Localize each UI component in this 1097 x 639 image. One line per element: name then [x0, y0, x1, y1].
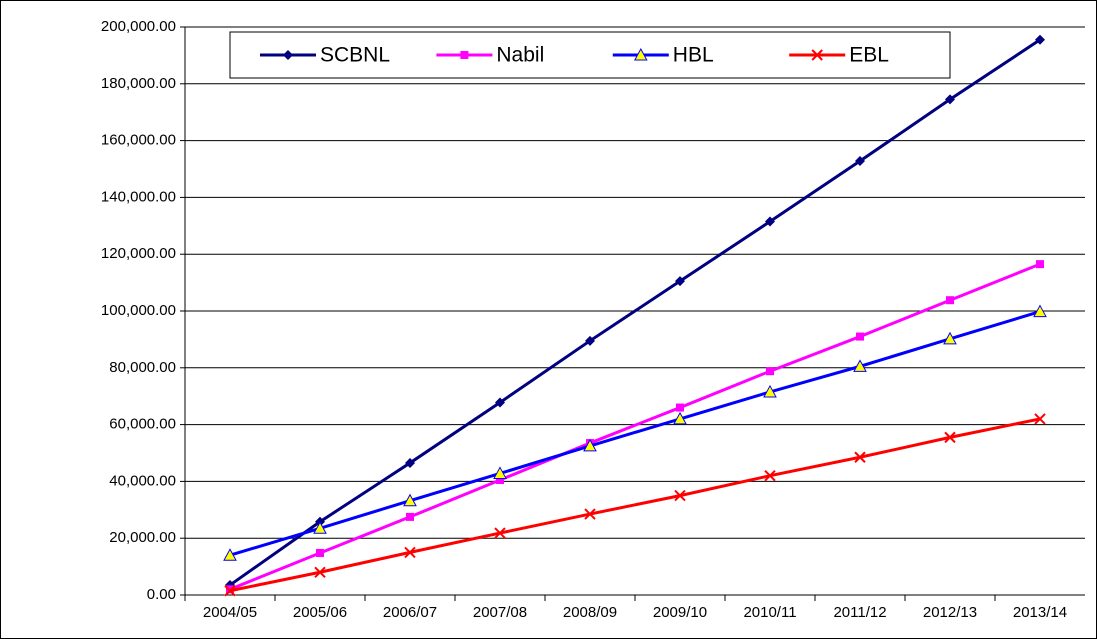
x-tick-label: 2005/06 — [293, 604, 347, 621]
marker — [853, 359, 867, 372]
marker — [224, 585, 236, 597]
marker — [496, 475, 504, 484]
marker — [316, 548, 324, 557]
marker — [673, 411, 687, 425]
marker — [945, 94, 955, 105]
marker — [675, 276, 685, 287]
marker — [943, 331, 957, 345]
y-tick-label: 120,000.00 — [101, 245, 176, 262]
y-tick-label: 0.00 — [147, 586, 176, 603]
series-line — [229, 262, 1041, 591]
series-line — [229, 38, 1041, 587]
y-tick-label: 60,000.00 — [109, 416, 176, 433]
y-tick-label: 100,000.00 — [101, 302, 176, 319]
y-tick-label: 180,000.00 — [101, 75, 176, 92]
marker — [764, 470, 776, 482]
x-tick-label: 2013/14 — [1013, 604, 1067, 621]
marker — [811, 49, 823, 61]
x-tick-label: 2007/08 — [473, 604, 527, 621]
marker — [460, 51, 469, 59]
x-tick-label: 2010/11 — [743, 604, 796, 621]
legend-label: Nabil — [496, 44, 544, 67]
marker — [584, 508, 596, 520]
marker — [583, 438, 597, 452]
legend-label: EBL — [849, 44, 889, 67]
marker — [494, 527, 506, 539]
y-tick-label: 200,000.00 — [101, 18, 176, 35]
marker — [763, 384, 777, 398]
marker — [404, 546, 416, 559]
marker — [1035, 34, 1045, 45]
marker — [944, 431, 956, 444]
y-tick-label: 20,000.00 — [109, 529, 176, 546]
marker — [1036, 260, 1044, 269]
legend-label: HBL — [673, 44, 714, 67]
marker — [674, 489, 686, 502]
marker — [403, 493, 417, 507]
marker — [855, 156, 865, 167]
legend-label: SCBNL — [320, 44, 390, 67]
y-tick-label: 160,000.00 — [101, 132, 176, 149]
x-tick-label: 2012/13 — [923, 604, 977, 621]
y-tick-label: 80,000.00 — [109, 359, 176, 376]
marker — [313, 521, 327, 534]
marker — [585, 335, 595, 346]
marker — [946, 296, 954, 305]
marker — [766, 367, 774, 376]
marker — [854, 451, 866, 463]
marker — [633, 47, 648, 61]
marker — [495, 397, 505, 408]
y-tick-label: 140,000.00 — [101, 188, 176, 205]
y-tick-label: 40,000.00 — [109, 472, 176, 489]
series-line — [229, 417, 1041, 593]
marker — [1034, 413, 1046, 425]
marker — [406, 512, 414, 521]
x-tick-label: 2004/05 — [203, 604, 257, 621]
x-tick-label: 2009/10 — [653, 604, 707, 621]
x-tick-label: 2006/07 — [383, 604, 437, 621]
marker — [676, 403, 684, 412]
marker — [223, 548, 237, 561]
marker — [765, 216, 775, 227]
marker — [856, 332, 864, 341]
x-tick-label: 2008/09 — [563, 604, 617, 621]
series-line — [229, 310, 1041, 557]
x-tick-label: 2011/12 — [833, 604, 886, 621]
marker — [314, 566, 326, 578]
marker — [283, 50, 293, 60]
marker — [405, 457, 415, 468]
marker — [493, 466, 507, 479]
marker — [1033, 304, 1047, 318]
